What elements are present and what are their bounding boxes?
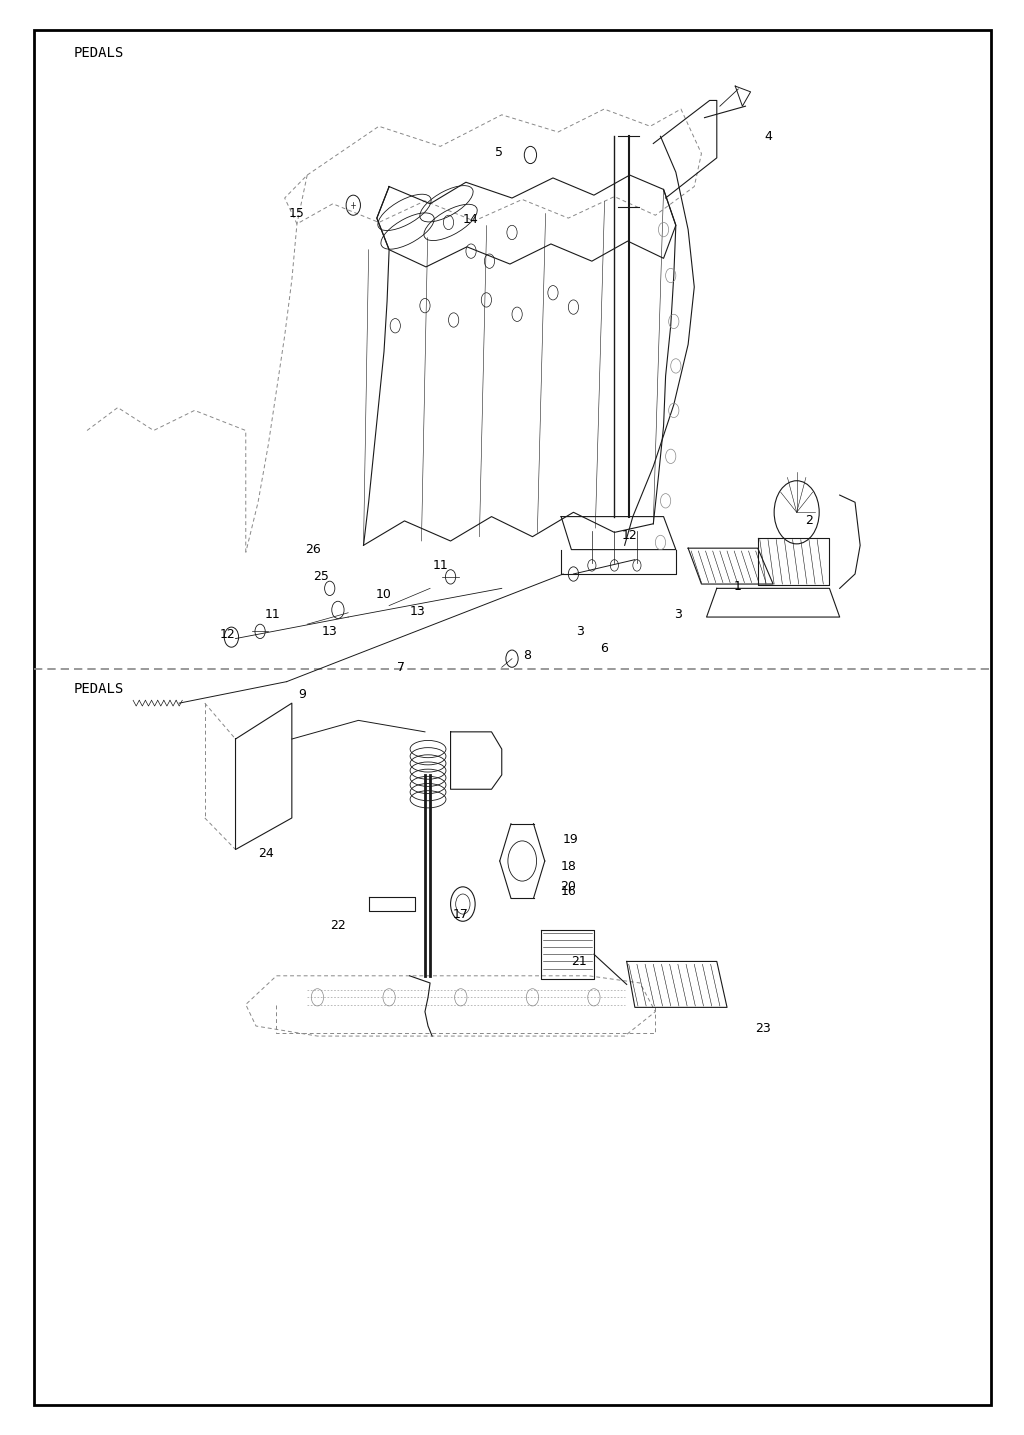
Text: 3: 3 xyxy=(575,624,584,639)
Text: 25: 25 xyxy=(313,570,330,584)
Text: 3: 3 xyxy=(674,607,682,621)
Text: 12: 12 xyxy=(622,528,638,542)
Text: 24: 24 xyxy=(258,847,274,861)
Text: 23: 23 xyxy=(755,1022,771,1036)
Text: 9: 9 xyxy=(298,687,306,702)
Text: 10: 10 xyxy=(376,587,392,601)
Text: 12: 12 xyxy=(219,627,236,641)
Text: 1: 1 xyxy=(733,580,741,594)
Text: 4: 4 xyxy=(764,129,772,144)
Text: 22: 22 xyxy=(330,918,346,933)
Text: 13: 13 xyxy=(410,604,426,618)
Text: 6: 6 xyxy=(600,641,608,656)
Text: 11: 11 xyxy=(432,558,449,573)
Text: 17: 17 xyxy=(453,907,469,921)
Text: 18: 18 xyxy=(560,860,577,874)
Text: 15: 15 xyxy=(289,207,305,221)
Text: 11: 11 xyxy=(264,607,281,621)
Text: 19: 19 xyxy=(562,832,579,847)
Text: PEDALS: PEDALS xyxy=(74,46,124,60)
Text: 7: 7 xyxy=(397,660,406,674)
Text: PEDALS: PEDALS xyxy=(74,682,124,696)
Text: 5: 5 xyxy=(495,145,503,159)
Text: 8: 8 xyxy=(523,649,531,663)
Text: 2: 2 xyxy=(805,514,813,528)
Text: 13: 13 xyxy=(322,624,338,639)
Text: 21: 21 xyxy=(570,954,587,969)
Text: 16: 16 xyxy=(560,884,577,898)
Text: 14: 14 xyxy=(463,212,479,227)
Text: 20: 20 xyxy=(560,880,577,894)
Text: 26: 26 xyxy=(305,542,322,557)
